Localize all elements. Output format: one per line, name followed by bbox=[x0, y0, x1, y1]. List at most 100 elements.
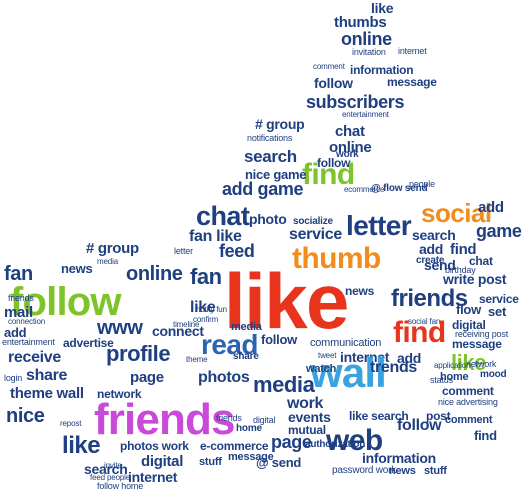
word-entertainment: entertainment bbox=[2, 337, 55, 347]
word-fan-left: fan bbox=[4, 263, 33, 285]
word-stuff-bottom: stuff bbox=[424, 465, 447, 477]
word-friends-right: friends bbox=[391, 285, 468, 312]
word-digital-bottom: digital bbox=[141, 453, 184, 470]
word-share-left: share bbox=[26, 367, 68, 384]
word-follow-2: follow bbox=[317, 156, 351, 170]
word-thumbs: thumbs bbox=[334, 14, 387, 31]
word-comment-bottom: comment bbox=[445, 414, 493, 426]
word-nice-advertising: nice advertising bbox=[438, 397, 498, 407]
word-comment-right: comment bbox=[442, 384, 494, 398]
word-game-right: game bbox=[476, 221, 522, 241]
word-status: status bbox=[430, 375, 453, 385]
word-news-right: news bbox=[345, 284, 375, 298]
word-group-top: # group bbox=[255, 116, 305, 132]
word-connection: connection bbox=[8, 317, 46, 326]
word-add-fav: add bbox=[4, 325, 27, 340]
word-search-bottom: search bbox=[84, 461, 128, 477]
word-social-fan: social fan bbox=[408, 317, 441, 326]
word-authorization: authorization bbox=[305, 439, 366, 450]
word-mail: mail bbox=[4, 304, 33, 321]
word-find-green: find bbox=[302, 158, 355, 191]
word-photos: photos bbox=[198, 369, 250, 386]
word-work: work bbox=[287, 395, 324, 412]
word-chat-top: chat bbox=[335, 123, 365, 140]
word-letter: letter bbox=[346, 210, 412, 241]
word-news-bottom: news bbox=[389, 465, 416, 477]
word-application: application bbox=[434, 361, 471, 370]
word-add-game: add game bbox=[222, 179, 304, 199]
word-home-bottom: home bbox=[236, 423, 262, 434]
word-entertainment-top: entertainment bbox=[342, 110, 389, 119]
word-flow: flow bbox=[456, 302, 481, 317]
word-advertise: advertise bbox=[63, 336, 114, 350]
word-mood: mood bbox=[480, 369, 507, 380]
word-invitation: invitation bbox=[352, 47, 386, 57]
word-media-big: media bbox=[253, 372, 315, 397]
word-fan-like: fan like bbox=[189, 228, 242, 245]
word-find-red: find bbox=[393, 316, 446, 349]
word-read: read bbox=[201, 329, 258, 360]
word-network-right: network bbox=[466, 359, 497, 369]
word-birthday: birthday bbox=[445, 265, 476, 275]
word-nice-left: nice bbox=[6, 405, 45, 427]
word-follow-bottom: follow home bbox=[97, 481, 144, 491]
word-media-left: media bbox=[97, 257, 118, 266]
word-like-bottom: like bbox=[62, 432, 101, 459]
word-people: people bbox=[409, 179, 435, 189]
word-e-commerce: e-commerce bbox=[200, 439, 269, 453]
word-online-top: online bbox=[341, 29, 392, 49]
word-comment-top: comment bbox=[313, 62, 345, 71]
word-tweet: tweet bbox=[318, 351, 337, 360]
word-login: login bbox=[4, 373, 23, 383]
word-chat-right: chat bbox=[469, 254, 493, 268]
word-add-right: add bbox=[478, 199, 504, 216]
word-connect: connect bbox=[152, 323, 204, 339]
word-like-mid: like bbox=[190, 299, 216, 316]
word-invite: invite bbox=[104, 461, 122, 470]
word-friends-magenta: friends bbox=[94, 395, 235, 444]
word-theme-mid: theme bbox=[186, 355, 208, 364]
word-receiving: receiving post bbox=[455, 329, 509, 339]
word-www: www bbox=[97, 317, 143, 339]
word-digital-mid: digital bbox=[253, 415, 276, 425]
word-service: service bbox=[289, 226, 342, 243]
word-fan-mid: fan bbox=[190, 264, 222, 289]
word-message-top: message bbox=[387, 75, 437, 89]
word-post: post bbox=[426, 409, 451, 423]
word-letter-left: letter bbox=[174, 246, 193, 256]
word-set: set bbox=[488, 304, 507, 319]
word-communication: communication bbox=[310, 337, 382, 349]
word-repost: repost bbox=[60, 419, 82, 428]
word-subscribers: subscribers bbox=[306, 92, 405, 112]
word-media-mid: media bbox=[231, 321, 262, 333]
word-notify: notify fun bbox=[196, 305, 227, 314]
word-like-top: like bbox=[371, 0, 394, 16]
word-feed: feed bbox=[219, 241, 255, 261]
word-add-right3: add bbox=[397, 350, 422, 366]
word-wall-big: wall bbox=[310, 349, 387, 396]
word-find-right: find bbox=[450, 241, 477, 258]
word-search-right: search bbox=[412, 227, 456, 243]
word-page-mid: page bbox=[130, 369, 164, 386]
word-internet-top: internet bbox=[398, 46, 427, 56]
word-follow-green: follow bbox=[10, 280, 122, 324]
word-watch: watch bbox=[306, 363, 337, 375]
word-find-bottom: find bbox=[474, 428, 497, 443]
word-add-right2: add bbox=[419, 241, 444, 257]
word-information-bottom: information bbox=[362, 450, 436, 466]
word-flow-send: @ flow send bbox=[371, 183, 428, 194]
word-follow-mid: follow bbox=[261, 332, 297, 347]
word-photo: photo bbox=[249, 211, 287, 227]
word-password: password work bbox=[332, 465, 397, 476]
word-timeline: timeline bbox=[173, 320, 200, 329]
word-home: home bbox=[440, 371, 469, 383]
word-news: news bbox=[61, 261, 93, 276]
word-information-top: information bbox=[350, 63, 414, 77]
word-create: create bbox=[416, 255, 445, 266]
word-message-right: message bbox=[452, 337, 502, 351]
word-follow-top: follow bbox=[314, 75, 353, 91]
word-events: events bbox=[288, 409, 331, 425]
word-notifications: notifications bbox=[247, 133, 293, 143]
word-stuff: stuff bbox=[199, 456, 222, 468]
